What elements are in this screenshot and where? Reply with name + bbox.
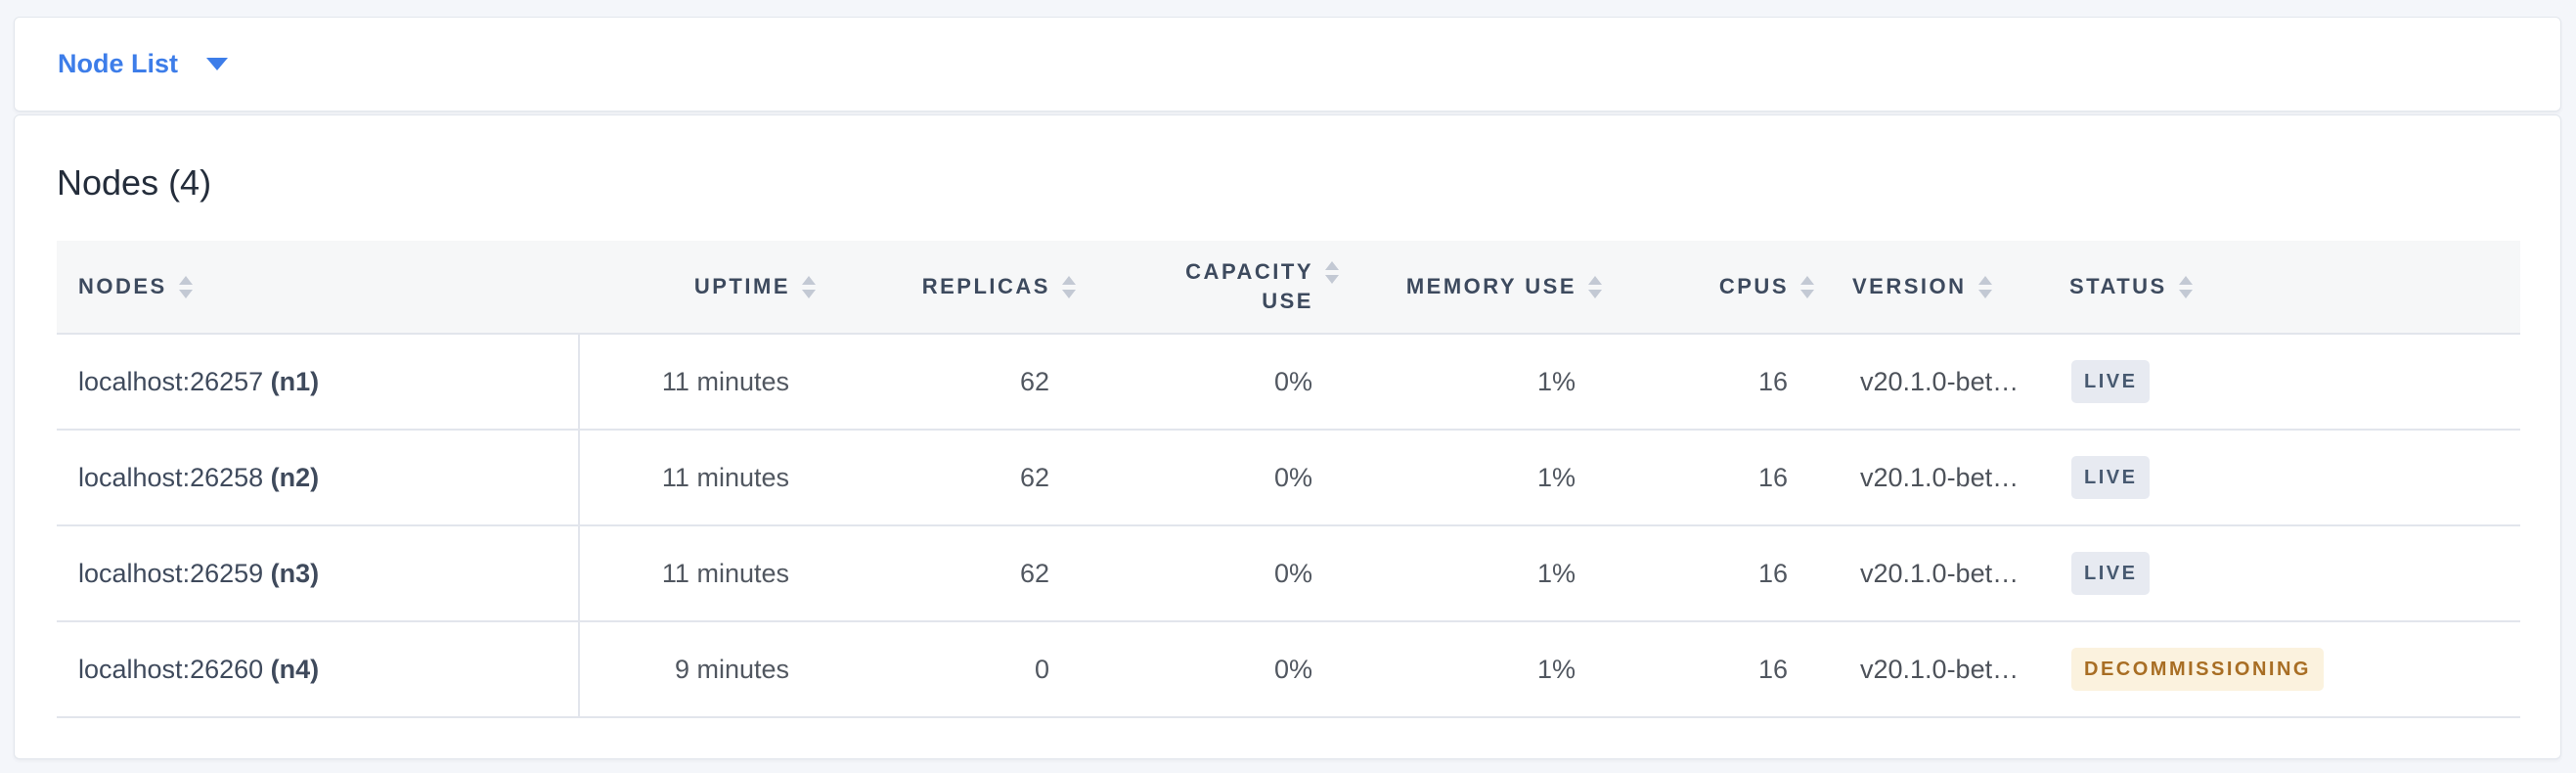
column-header-memory_use[interactable]: MEMORY USE [1355,241,1619,335]
chevron-down-icon [206,58,229,70]
cell-version: v20.1.0-bet… [1831,334,2048,431]
cell-version: v20.1.0-bet… [1831,430,2048,526]
cell-memory_use: 1% [1355,430,1619,526]
table-row: localhost:26260 (n4) 9 minutes 0 0% 1% 16 v20.… [57,621,2520,718]
cell-cpus: 16 [1619,334,1831,431]
sort-arrows-icon [2178,275,2193,298]
sort-arrows-icon [1062,275,1076,298]
node-address: localhost:26258 [78,462,271,492]
cell-replicas: 0 [832,621,1092,718]
cell-status: LIVE [2048,334,2520,431]
status-badge: DECOMMISSIONING [2071,648,2324,691]
cell-memory_use: 1% [1355,621,1619,718]
cell-replicas: 62 [832,525,1092,622]
node-id: (n3) [270,558,320,588]
node-address: localhost:26260 [78,654,271,684]
sort-arrows-icon [1800,275,1814,298]
table-header-row: NODES UPTIME REPLICAS CAPACITY USE MEMORY US… [57,241,2520,335]
column-label-capacity_use: CAPACITY USE [1185,259,1313,313]
sort-arrows-icon [1588,275,1602,298]
cell-uptime: 11 minutes [579,334,832,431]
nodes-card: Nodes (4) NODES UPTIME REPLICAS CAPACITY US… [14,114,2561,759]
view-dropdown[interactable]: Node List [58,49,229,79]
column-label-nodes: NODES [78,274,167,298]
node-id: (n2) [270,462,320,492]
cell-status: DECOMMISSIONING [2048,621,2520,718]
table-row: localhost:26257 (n1) 11 minutes 62 0% 1% 16 v2… [57,334,2520,431]
cell-status: LIVE [2048,430,2520,526]
status-badge: LIVE [2071,360,2151,403]
column-label-replicas: REPLICAS [921,274,1050,298]
cell-nodes: localhost:26258 (n2) [57,430,580,526]
cell-capacity_use: 0% [1092,430,1355,526]
column-label-status: STATUS [2069,274,2167,298]
nodes-table: NODES UPTIME REPLICAS CAPACITY USE MEMORY US… [57,241,2520,718]
column-header-uptime[interactable]: UPTIME [579,241,832,335]
column-header-capacity_use[interactable]: CAPACITY USE [1092,241,1355,335]
cell-version: v20.1.0-bet… [1831,621,2048,718]
view-dropdown-label: Node List [58,49,179,78]
cell-capacity_use: 0% [1092,334,1355,431]
cell-replicas: 62 [832,334,1092,431]
cell-cpus: 16 [1619,621,1831,718]
cell-cpus: 16 [1619,430,1831,526]
column-label-uptime: UPTIME [693,274,790,298]
cell-nodes: localhost:26257 (n1) [57,334,580,431]
cell-capacity_use: 0% [1092,621,1355,718]
column-header-cpus[interactable]: CPUS [1619,241,1831,335]
sort-arrows-icon [1977,275,1992,298]
table-row: localhost:26258 (n2) 11 minutes 62 0% 1% 16 v2… [57,430,2520,526]
view-selector-bar: Node List [14,17,2561,112]
cell-uptime: 11 minutes [579,430,832,526]
table-row: localhost:26259 (n3) 11 minutes 62 0% 1% 16 v2… [57,525,2520,622]
node-id: (n4) [270,654,320,684]
cell-uptime: 9 minutes [579,621,832,718]
cell-capacity_use: 0% [1092,525,1355,622]
sort-arrows-icon [802,275,816,298]
cell-nodes: localhost:26259 (n3) [57,525,580,622]
node-id: (n1) [270,366,320,396]
column-label-cpus: CPUS [1718,274,1789,298]
status-badge: LIVE [2071,552,2151,595]
cell-cpus: 16 [1619,525,1831,622]
column-label-version: VERSION [1852,274,1967,298]
node-address: localhost:26259 [78,558,271,588]
column-header-nodes[interactable]: NODES [57,241,579,335]
cell-version: v20.1.0-bet… [1831,525,2048,622]
cell-memory_use: 1% [1355,525,1619,622]
column-header-replicas[interactable]: REPLICAS [832,241,1092,335]
column-header-version[interactable]: VERSION [1831,241,2048,335]
column-header-status[interactable]: STATUS [2048,241,2520,335]
sort-arrows-icon [1325,260,1339,284]
column-label-memory_use: MEMORY USE [1405,274,1577,298]
cell-replicas: 62 [832,430,1092,526]
cell-uptime: 11 minutes [579,525,832,622]
node-address: localhost:26257 [78,366,271,396]
page-title: Nodes (4) [57,162,212,203]
status-badge: LIVE [2071,456,2151,499]
cell-nodes: localhost:26260 (n4) [57,621,580,718]
cell-memory_use: 1% [1355,334,1619,431]
sort-arrows-icon [178,275,193,298]
cell-status: LIVE [2048,525,2520,622]
